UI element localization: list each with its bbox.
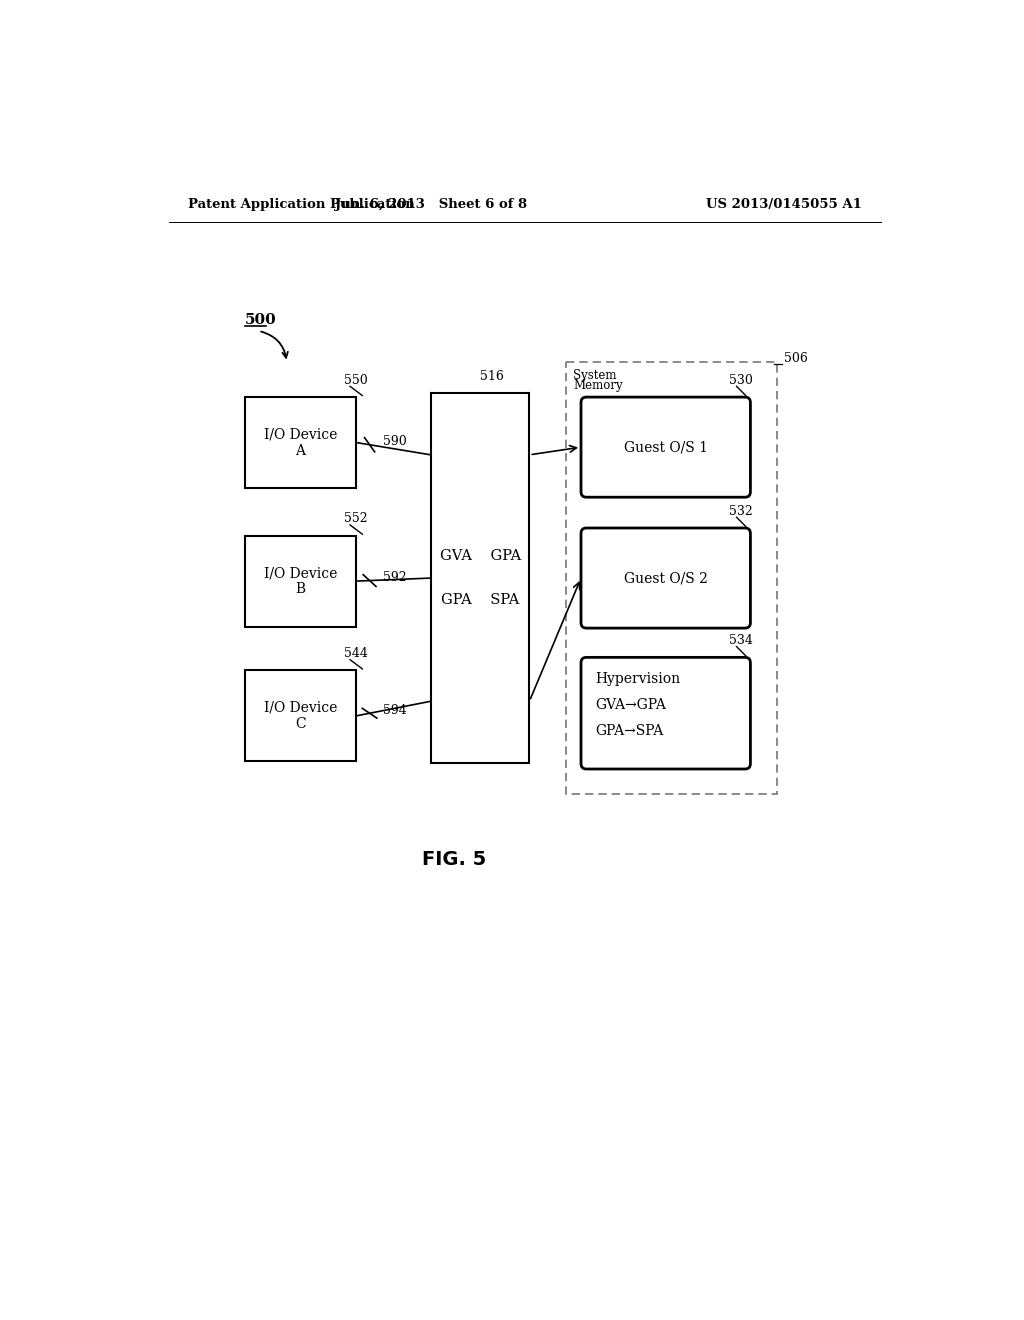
Text: 516: 516 [480, 370, 504, 383]
Text: US 2013/0145055 A1: US 2013/0145055 A1 [707, 198, 862, 211]
Text: Memory: Memory [573, 379, 623, 392]
Bar [245, 397, 356, 488]
Text: 534: 534 [729, 634, 753, 647]
Text: GPA→SPA: GPA→SPA [595, 725, 664, 738]
Text: 552: 552 [344, 512, 368, 525]
Text: 544: 544 [344, 647, 368, 660]
Text: GVA→GPA: GVA→GPA [595, 698, 666, 711]
Text: Jun. 6, 2013   Sheet 6 of 8: Jun. 6, 2013 Sheet 6 of 8 [335, 198, 527, 211]
Text: GVA    GPA: GVA GPA [439, 549, 521, 564]
Text: I/O Device
B: I/O Device B [263, 566, 337, 597]
Text: 594: 594 [383, 704, 408, 717]
Text: 532: 532 [729, 504, 753, 517]
Text: 506: 506 [783, 352, 807, 366]
Bar [431, 393, 529, 763]
Text: I/O Device
C: I/O Device C [263, 701, 337, 731]
Text: 550: 550 [344, 374, 368, 387]
Text: Guest O/S 1: Guest O/S 1 [624, 440, 708, 454]
Text: I/O Device
A: I/O Device A [263, 428, 337, 458]
Text: 530: 530 [729, 374, 753, 387]
Text: Guest O/S 2: Guest O/S 2 [624, 572, 708, 585]
Bar [245, 671, 356, 762]
Text: 590: 590 [383, 436, 408, 449]
Text: 500: 500 [245, 313, 276, 327]
FancyBboxPatch shape [581, 528, 751, 628]
Bar [565, 363, 777, 793]
Text: Hypervision: Hypervision [595, 672, 680, 686]
Text: GPA    SPA: GPA SPA [441, 593, 519, 607]
Text: System: System [573, 368, 616, 381]
Text: 592: 592 [383, 572, 408, 583]
Text: Patent Application Publication: Patent Application Publication [188, 198, 415, 211]
FancyBboxPatch shape [581, 397, 751, 498]
FancyBboxPatch shape [581, 657, 751, 770]
Text: FIG. 5: FIG. 5 [422, 850, 486, 869]
Bar [245, 536, 356, 627]
